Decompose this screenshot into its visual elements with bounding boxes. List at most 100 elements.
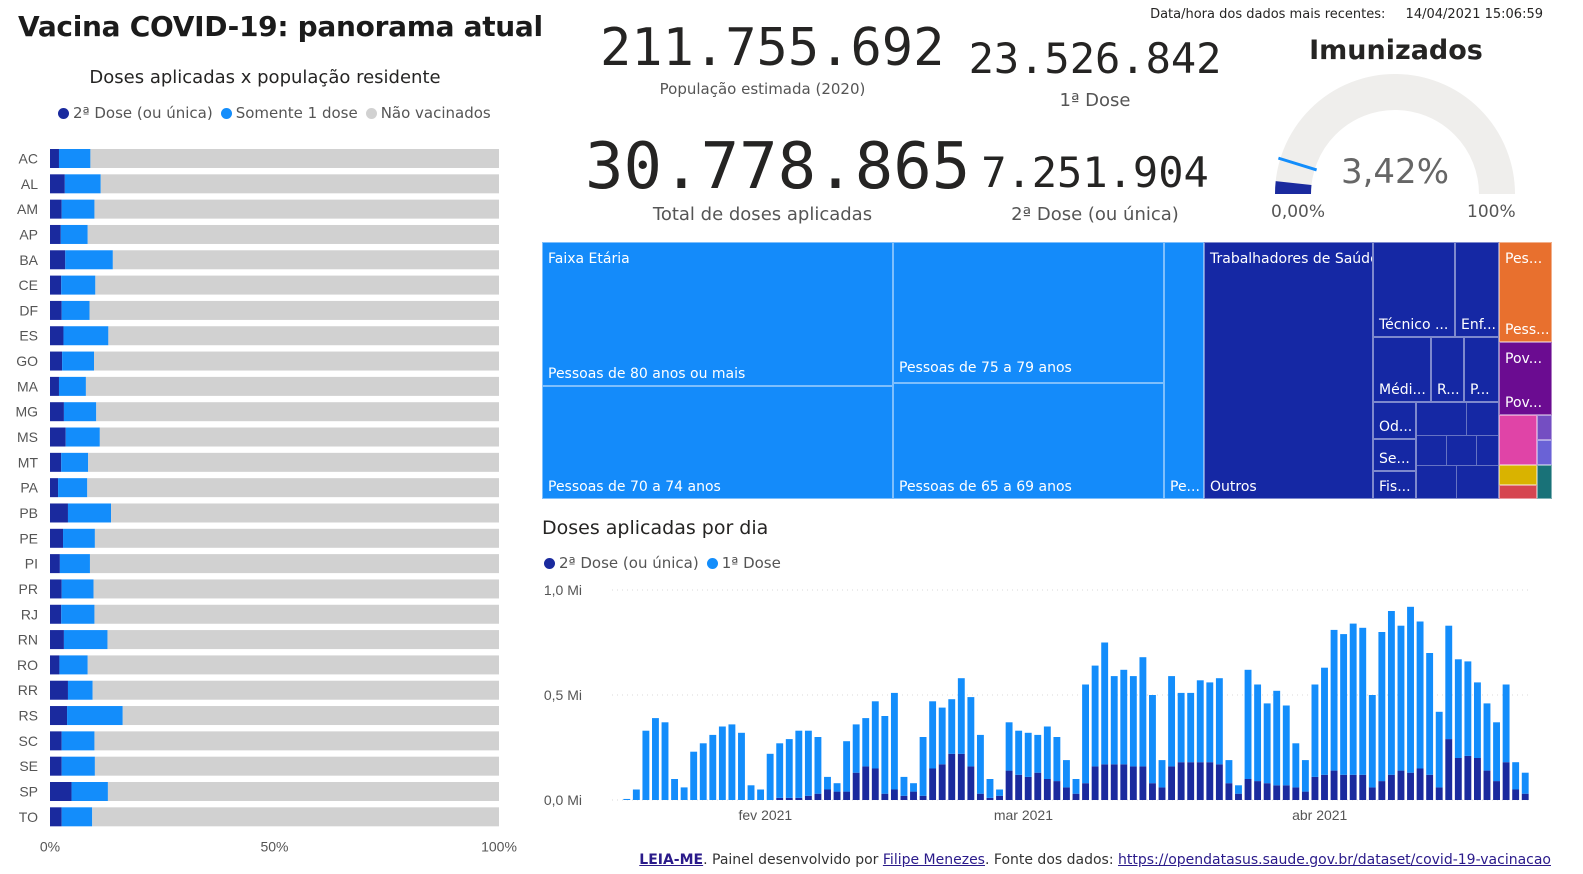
- state-bar-segment-dose2[interactable]: [50, 326, 64, 346]
- state-bar-segment-dose1[interactable]: [71, 782, 108, 801]
- daily-bar-dose1[interactable]: [757, 789, 765, 801]
- state-bar-segment-dose2[interactable]: [50, 250, 66, 270]
- state-bar-segment-dose1[interactable]: [63, 402, 97, 422]
- daily-bar-dose1[interactable]: [699, 743, 707, 800]
- daily-bar-dose1[interactable]: [1177, 692, 1185, 763]
- state-bar-segment-dose1[interactable]: [59, 655, 88, 675]
- daily-bar-dose1[interactable]: [795, 730, 803, 798]
- treemap-cell-pess[interactable]: Pes... Pess...: [1499, 242, 1552, 342]
- daily-bar-dose1[interactable]: [728, 724, 736, 800]
- treemap-cell-red[interactable]: [1499, 485, 1537, 499]
- state-bar-segment-none[interactable]: [94, 199, 500, 219]
- daily-bar-dose2[interactable]: [967, 766, 975, 800]
- legend-item-none[interactable]: Não vacinados: [364, 104, 491, 122]
- daily-bar-dose2[interactable]: [1282, 785, 1290, 800]
- daily-bar-dose2[interactable]: [1502, 762, 1510, 800]
- daily-bar-dose1[interactable]: [948, 699, 956, 754]
- state-bar-segment-dose2[interactable]: [50, 503, 68, 523]
- daily-bar-dose1[interactable]: [642, 730, 650, 800]
- state-bar-segment-none[interactable]: [108, 326, 500, 346]
- state-bar-segment-dose1[interactable]: [63, 528, 95, 548]
- daily-bar-dose2[interactable]: [1244, 779, 1252, 800]
- state-bar-segment-dose2[interactable]: [50, 275, 62, 295]
- state-bar-segment-none[interactable]: [99, 427, 500, 447]
- daily-bar-dose1[interactable]: [1282, 705, 1290, 786]
- state-bar-segment-none[interactable]: [90, 149, 499, 168]
- daily-bar-dose1[interactable]: [1158, 760, 1166, 788]
- state-bar-segment-dose1[interactable]: [59, 554, 90, 574]
- state-bar-segment-dose1[interactable]: [61, 731, 95, 751]
- treemap-cell-teal[interactable]: [1537, 465, 1552, 499]
- daily-bar-dose2[interactable]: [1368, 787, 1376, 800]
- state-bar-segment-dose1[interactable]: [61, 756, 95, 776]
- state-bar-segment-dose1[interactable]: [60, 224, 88, 244]
- treemap-cell-violet[interactable]: [1537, 440, 1552, 465]
- daily-bar-dose2[interactable]: [929, 768, 937, 801]
- state-bar-segment-dose1[interactable]: [58, 376, 86, 396]
- state-bar-segment-none[interactable]: [111, 503, 500, 523]
- daily-bar-dose1[interactable]: [1254, 684, 1262, 782]
- daily-bar-dose2[interactable]: [1149, 783, 1156, 800]
- daily-bar-dose2[interactable]: [1521, 793, 1529, 800]
- treemap-cell-medi[interactable]: Médi...: [1373, 337, 1431, 402]
- daily-bar-dose1[interactable]: [871, 701, 879, 769]
- state-bar-segment-dose1[interactable]: [61, 300, 90, 320]
- daily-bar-dose1[interactable]: [1407, 606, 1414, 773]
- leia-me-link[interactable]: LEIA-ME: [639, 852, 704, 868]
- daily-bar-dose1[interactable]: [1273, 690, 1281, 786]
- legend-item-daily-dose2[interactable]: 2ª Dose (ou única): [542, 554, 699, 572]
- daily-bar-dose1[interactable]: [1416, 621, 1424, 769]
- state-bar-segment-dose2[interactable]: [50, 807, 62, 827]
- daily-bar-dose1[interactable]: [900, 776, 908, 796]
- state-bar-segment-dose2[interactable]: [50, 782, 72, 801]
- daily-bar-dose1[interactable]: [1005, 722, 1013, 771]
- immunized-gauge[interactable]: [1260, 70, 1530, 200]
- daily-bar-dose2[interactable]: [1426, 774, 1434, 800]
- daily-bar-dose1[interactable]: [833, 783, 841, 792]
- daily-bar-dose2[interactable]: [1416, 768, 1424, 801]
- daily-bar-dose1[interactable]: [747, 785, 755, 800]
- daily-bar-dose1[interactable]: [1263, 703, 1271, 784]
- state-bar-segment-dose1[interactable]: [62, 351, 95, 371]
- daily-bar-dose2[interactable]: [852, 772, 860, 800]
- daily-bar-dose2[interactable]: [986, 797, 994, 800]
- daily-bar-dose1[interactable]: [1502, 684, 1510, 763]
- daily-bar-dose1[interactable]: [1024, 732, 1032, 777]
- state-bar-segment-none[interactable]: [89, 554, 499, 574]
- daily-bar-dose2[interactable]: [824, 789, 831, 801]
- state-bar-segment-none[interactable]: [107, 782, 500, 801]
- daily-bar-dose1[interactable]: [824, 776, 831, 790]
- daily-bar-dose2[interactable]: [1034, 772, 1042, 800]
- treemap-cell-65-69[interactable]: Pessoas de 65 a 69 anos: [893, 383, 1164, 499]
- daily-bar-dose2[interactable]: [776, 797, 784, 800]
- daily-bar-dose2[interactable]: [1005, 770, 1013, 800]
- state-bar-segment-dose1[interactable]: [67, 503, 112, 523]
- treemap-cell-small-groups[interactable]: [1416, 402, 1499, 499]
- data-source-link[interactable]: https://opendatasus.saude.gov.br/dataset…: [1118, 852, 1551, 868]
- daily-bar-dose1[interactable]: [1082, 684, 1089, 784]
- daily-bar-dose1[interactable]: [680, 787, 688, 800]
- daily-bar-dose2[interactable]: [814, 793, 822, 800]
- daily-bar-dose2[interactable]: [1168, 766, 1176, 800]
- state-bar-segment-dose2[interactable]: [50, 351, 63, 371]
- daily-bar-dose1[interactable]: [1091, 665, 1099, 767]
- daily-bar-dose2[interactable]: [1053, 781, 1061, 800]
- state-bar-segment-none[interactable]: [87, 478, 499, 498]
- state-bar-segment-none[interactable]: [95, 275, 499, 295]
- daily-bar-dose1[interactable]: [1330, 629, 1338, 771]
- daily-bar-dose1[interactable]: [1483, 703, 1491, 771]
- state-bar-segment-dose1[interactable]: [64, 174, 101, 194]
- daily-bar-dose1[interactable]: [843, 741, 851, 792]
- state-bar-segment-dose2[interactable]: [50, 478, 59, 498]
- daily-bar-dose1[interactable]: [1196, 680, 1204, 763]
- daily-bar-dose1[interactable]: [1368, 695, 1376, 788]
- daily-bar-dose2[interactable]: [1072, 793, 1080, 800]
- author-link[interactable]: Filipe Menezes: [882, 852, 985, 868]
- daily-bar-dose1[interactable]: [1301, 760, 1309, 792]
- daily-bar-dose1[interactable]: [1053, 737, 1061, 782]
- daily-doses-chart[interactable]: 1,0 Mi 0,5 Mi 0,0 Mi fev 2021 mar 2021 abr 20…: [530, 578, 1540, 828]
- daily-bar-dose2[interactable]: [1015, 774, 1023, 800]
- daily-bar-dose2[interactable]: [919, 795, 927, 800]
- state-bar-segment-dose1[interactable]: [65, 427, 100, 447]
- state-bar-segment-dose1[interactable]: [61, 452, 89, 472]
